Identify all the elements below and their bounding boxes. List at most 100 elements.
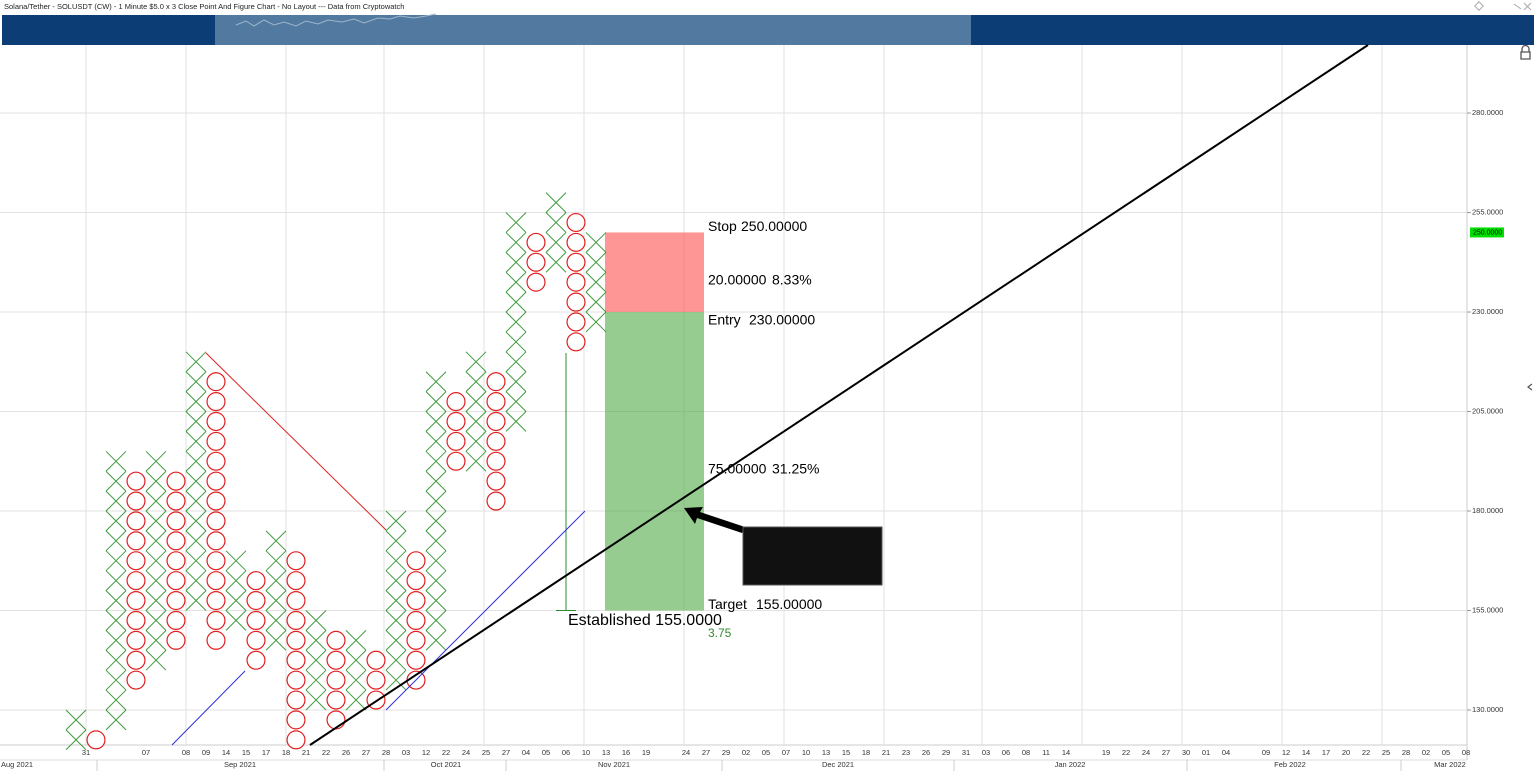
o-box: [206, 590, 226, 611]
o-box: [246, 650, 266, 670]
o-column: [526, 232, 546, 292]
x-box: [185, 470, 207, 492]
x-box: [385, 649, 407, 671]
x-column: [185, 351, 207, 611]
o-box: [286, 650, 306, 670]
x-box: [265, 570, 287, 591]
o-box: [286, 610, 306, 630]
o-box: [446, 431, 466, 451]
x-tick-label: 05: [542, 748, 550, 757]
x-tick-label: 02: [742, 748, 750, 757]
x-box: [545, 192, 567, 213]
x-column: [425, 371, 447, 651]
x-column: [345, 630, 367, 711]
o-box: [246, 571, 266, 591]
trend-line: [309, 44, 1369, 746]
o-box: [566, 292, 586, 312]
o-column: [126, 471, 146, 690]
navigator-window[interactable]: [215, 15, 971, 45]
x-column: [105, 450, 127, 731]
x-box: [145, 490, 167, 512]
x-box: [65, 709, 87, 731]
x-tick-label: 16: [622, 748, 630, 757]
y-tick-label: 180.0000: [1472, 506, 1503, 515]
target-value: 155.00000: [756, 596, 822, 612]
x-box: [585, 251, 607, 273]
x-box: [145, 510, 167, 532]
x-box: [185, 450, 207, 472]
x-box: [425, 590, 447, 611]
x-tick-label: 03: [402, 748, 410, 757]
o-column: [446, 392, 466, 471]
o-column: [486, 372, 506, 511]
x-tick-label: 12: [1282, 748, 1290, 757]
reward-percent: 31.25%: [772, 461, 819, 477]
x-box: [225, 570, 247, 591]
x-tick-label: 27: [362, 748, 370, 757]
entry-label: Entry: [708, 312, 741, 328]
x-box: [185, 530, 207, 552]
o-box: [486, 471, 506, 491]
x-tick-label: 04: [522, 748, 530, 757]
x-box: [345, 649, 367, 671]
o-box: [206, 531, 226, 551]
x-box: [385, 610, 407, 631]
o-box: [406, 650, 426, 670]
x-tick-label: 09: [1262, 748, 1270, 757]
x-column: [385, 510, 407, 691]
x-tick-label: 25: [1382, 748, 1390, 757]
x-tick-label: 17: [262, 748, 270, 757]
o-box: [206, 411, 226, 432]
x-tick-label: 06: [562, 748, 570, 757]
x-box: [265, 610, 287, 631]
lock-icon[interactable]: [1520, 44, 1531, 60]
x-box: [225, 590, 247, 611]
x-tick-label: 24: [682, 748, 690, 757]
x-box: [425, 490, 447, 512]
x-tick-label: 18: [862, 748, 870, 757]
x-box: [585, 291, 607, 313]
o-column: [566, 212, 586, 352]
x-box: [385, 630, 407, 651]
o-box: [126, 551, 146, 571]
window-controls[interactable]: [1474, 1, 1532, 11]
x-tick-label: 14: [1302, 748, 1310, 757]
x-box: [385, 669, 407, 691]
x-box: [505, 251, 527, 273]
established-label: Established 155.0000: [568, 612, 722, 629]
x-box: [185, 351, 207, 373]
x-tick-label: 10: [582, 748, 590, 757]
x-column: [265, 530, 287, 651]
x-tick-label: 03: [982, 748, 990, 757]
o-column: [86, 730, 106, 750]
callout-box: [742, 526, 883, 586]
x-tick-label: 02: [1422, 748, 1430, 757]
x-tick-label: 18: [282, 748, 290, 757]
x-box: [585, 271, 607, 293]
o-box: [246, 590, 266, 611]
o-box: [126, 571, 146, 591]
x-box: [145, 590, 167, 611]
month-label: Feb 2022: [1274, 760, 1306, 769]
x-tick-label: 01: [1202, 748, 1210, 757]
collapse-icon[interactable]: [1527, 383, 1533, 391]
x-box: [185, 590, 207, 611]
last-price-label: 250.0000: [1473, 229, 1502, 236]
x-box: [425, 570, 447, 591]
x-tick-label: 29: [942, 748, 950, 757]
x-box: [265, 590, 287, 611]
x-tick-label: 26: [922, 748, 930, 757]
x-box: [185, 411, 207, 432]
x-box: [105, 570, 127, 591]
o-box: [406, 571, 426, 591]
o-box: [206, 610, 226, 630]
month-label: Dec 2021: [822, 760, 854, 769]
x-tick-label: 13: [602, 748, 610, 757]
x-tick-label: 28: [1402, 748, 1410, 757]
x-tick-label: 09: [202, 748, 210, 757]
x-tick-label: 22: [322, 748, 330, 757]
x-box: [65, 729, 87, 751]
risk-zone: [605, 232, 704, 313]
risk-value: 20.00000: [708, 272, 767, 288]
